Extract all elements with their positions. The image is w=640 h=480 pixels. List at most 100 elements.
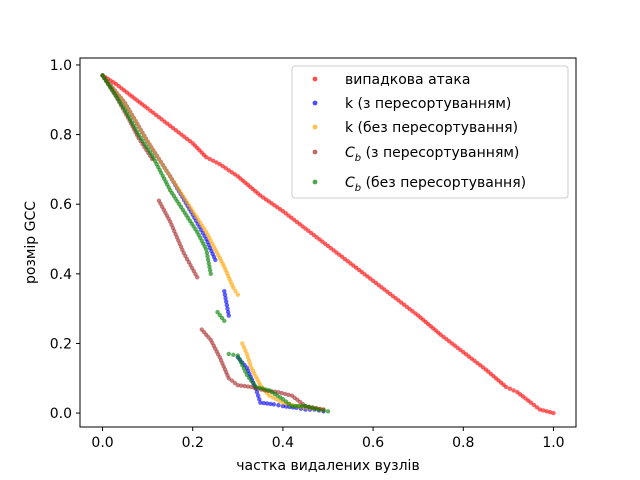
data-point <box>251 381 256 387</box>
data-point <box>316 407 322 412</box>
data-point <box>541 408 546 413</box>
data-point <box>511 388 516 393</box>
data-point <box>263 387 269 392</box>
data-point <box>270 395 275 400</box>
data-point <box>296 403 301 409</box>
data-point <box>232 380 238 386</box>
data-point <box>276 389 281 395</box>
data-point <box>271 402 277 407</box>
x-axis-ticks: 0.0 0.2 0.4 0.6 0.8 1.0 <box>91 427 565 451</box>
data-point <box>277 398 282 404</box>
y-tick-label: 0.6 <box>50 197 72 213</box>
data-point <box>507 386 513 391</box>
data-point <box>242 383 247 389</box>
data-point <box>226 351 231 357</box>
legend-marker <box>312 124 318 130</box>
legend-label: Cb (з пересортуванням) <box>345 145 519 164</box>
data-point <box>249 384 254 390</box>
data-point <box>195 275 200 280</box>
legend-marker <box>312 149 318 155</box>
data-point <box>248 362 253 367</box>
y-tick-label: 0.2 <box>50 336 72 352</box>
data-point <box>503 384 509 390</box>
data-point <box>210 158 216 163</box>
data-point <box>245 384 251 389</box>
data-point <box>321 408 326 413</box>
data-point <box>245 355 251 360</box>
data-point <box>282 391 288 397</box>
data-point <box>206 261 212 266</box>
data-point <box>233 289 238 294</box>
data-point <box>303 403 308 409</box>
data-point <box>313 406 318 411</box>
data-point <box>207 268 213 273</box>
data-point <box>280 396 286 402</box>
data-point <box>204 250 210 256</box>
data-point <box>225 309 231 315</box>
data-point <box>231 285 236 290</box>
data-point <box>239 383 244 388</box>
data-point <box>241 344 247 350</box>
data-point <box>224 302 230 308</box>
data-point <box>258 400 263 405</box>
data-point <box>254 389 260 395</box>
data-point <box>225 306 230 311</box>
data-point <box>299 403 305 409</box>
legend-label: випадкова атака <box>345 72 470 88</box>
data-point <box>310 405 315 411</box>
axes-frame <box>79 57 577 428</box>
data-point <box>260 386 265 391</box>
data-point <box>226 376 231 381</box>
data-point <box>273 396 279 402</box>
legend-box <box>291 65 569 199</box>
data-point <box>293 403 298 409</box>
data-point <box>222 318 227 324</box>
data-point <box>551 410 556 416</box>
data-point <box>246 358 252 364</box>
data-point <box>283 399 289 404</box>
data-point <box>261 400 266 406</box>
data-point <box>257 396 262 402</box>
data-point <box>226 313 231 318</box>
data-point <box>224 299 229 304</box>
data-point <box>205 257 211 263</box>
data-point <box>257 385 262 391</box>
data-point <box>544 409 549 414</box>
data-points <box>100 73 556 416</box>
y-tick-label: 0.8 <box>50 128 72 144</box>
legend-label: Cb (без пересортування) <box>345 175 526 194</box>
y-axis-ticks: 0.0 0.2 0.4 0.6 0.8 1.0 <box>50 58 80 422</box>
legend: випадкова атака k (з пересортуванням) k (б… <box>291 65 569 199</box>
data-point <box>280 403 286 409</box>
data-point <box>289 403 295 409</box>
data-point <box>207 156 212 162</box>
data-point <box>205 254 210 259</box>
data-point <box>264 401 270 406</box>
data-point <box>547 410 553 415</box>
data-point <box>244 351 250 357</box>
data-point <box>249 378 254 384</box>
data-point <box>222 292 228 297</box>
data-point <box>231 352 236 357</box>
data-point <box>235 383 241 388</box>
data-point <box>284 404 289 409</box>
data-point <box>255 393 261 398</box>
data-point <box>268 401 273 407</box>
data-point <box>229 378 235 383</box>
data-point <box>235 292 241 297</box>
series-0 <box>100 73 556 416</box>
data-point <box>286 392 291 397</box>
y-axis-label: розмір GCC <box>23 201 39 284</box>
data-point <box>246 375 252 381</box>
data-point <box>208 271 213 277</box>
data-point <box>267 393 272 398</box>
data-point <box>244 372 250 377</box>
data-point <box>243 348 248 353</box>
legend-marker <box>312 76 318 82</box>
data-point <box>534 405 540 410</box>
legend-marker <box>312 100 318 106</box>
x-tick-label: 0.4 <box>272 435 294 451</box>
data-point <box>537 407 543 412</box>
